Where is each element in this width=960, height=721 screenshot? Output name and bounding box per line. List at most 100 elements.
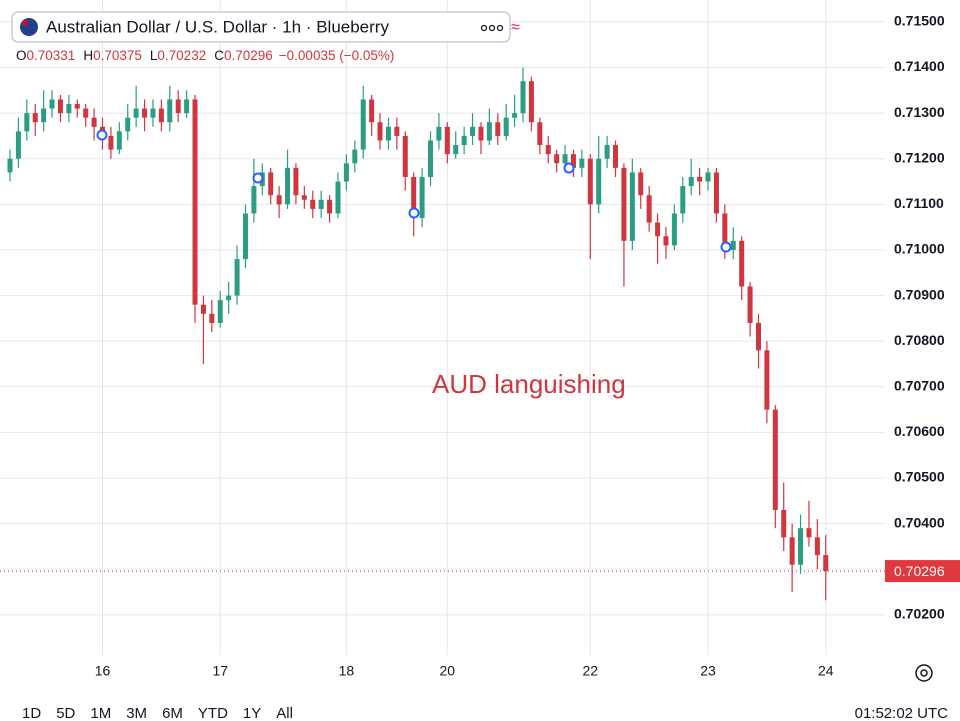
candle-body: [49, 99, 55, 109]
range-button[interactable]: 3M: [126, 705, 147, 721]
candle-body: [663, 236, 669, 246]
candle-body: [419, 176, 425, 219]
compare-icon[interactable]: ≈: [511, 19, 520, 36]
candle-body: [200, 304, 206, 314]
candle-body: [15, 131, 21, 159]
candle-body: [688, 176, 694, 187]
event-marker[interactable]: [252, 172, 264, 184]
candle-body: [318, 199, 324, 209]
candle-body: [823, 555, 829, 572]
candle-body: [655, 222, 661, 237]
event-marker[interactable]: [563, 162, 575, 174]
candle-body: [385, 126, 391, 141]
candle-body: [478, 126, 484, 141]
ohlc-label: O: [16, 48, 27, 63]
candle-body: [814, 537, 820, 556]
range-button[interactable]: 5D: [56, 705, 75, 721]
candle-body: [671, 213, 677, 246]
ohlc-change: −0.00035 (−0.05%): [279, 48, 395, 63]
ohlc-legend: O0.70331 H0.70375 L0.70232 C0.70296 −0.00035…: [16, 48, 394, 63]
candle-body: [604, 145, 610, 159]
candle-body: [285, 167, 291, 205]
candle-body: [24, 113, 30, 132]
candle-body: [772, 409, 778, 510]
candle-body: [755, 322, 761, 351]
candle-body: [352, 149, 358, 164]
candle-body: [730, 240, 736, 250]
candle-body: [184, 99, 190, 114]
candle-body: [470, 126, 476, 136]
candle-body: [638, 172, 644, 196]
ohlc-label: H: [83, 48, 93, 63]
candle-body: [453, 145, 459, 155]
range-button[interactable]: YTD: [198, 705, 228, 721]
x-tick-label: 23: [700, 663, 716, 679]
candle-body: [486, 122, 492, 141]
symbol-box[interactable]: [11, 11, 511, 43]
candle-body: [629, 172, 635, 241]
candle-body: [621, 167, 627, 241]
candle-body: [394, 126, 400, 136]
candle-body: [116, 131, 122, 150]
ohlc-value: 0.70232: [157, 48, 206, 63]
candle-body: [436, 126, 442, 141]
candle-body: [562, 154, 568, 164]
candle-body: [739, 240, 745, 287]
y-tick-label: 0.70900: [894, 286, 945, 302]
y-tick-label: 0.71300: [894, 104, 945, 120]
candle-body: [133, 108, 139, 118]
candle-body: [108, 135, 114, 150]
y-tick-label: 0.70400: [894, 514, 945, 530]
ohlc-value: 0.70331: [27, 48, 76, 63]
candle-body: [310, 199, 316, 209]
candle-body: [722, 213, 728, 250]
ohlc-value: 0.70296: [224, 48, 273, 63]
candle-body: [335, 181, 341, 214]
settings-icon[interactable]: [915, 664, 933, 682]
event-marker[interactable]: [720, 241, 732, 253]
candle-body: [57, 99, 63, 114]
candle-body: [377, 122, 383, 141]
candle-body: [66, 103, 72, 114]
candle-body: [680, 186, 686, 214]
ohlc-label: L: [150, 48, 158, 63]
range-button[interactable]: 6M: [162, 705, 183, 721]
candle-body: [520, 81, 526, 114]
candle-body: [503, 117, 509, 136]
y-tick-label: 0.70700: [894, 377, 945, 393]
flag-icon: [20, 18, 38, 36]
event-marker[interactable]: [408, 207, 420, 219]
candle-body: [713, 172, 719, 214]
candle-body: [91, 117, 97, 127]
candle-body: [512, 113, 518, 118]
candle-body: [705, 172, 711, 182]
y-tick-label: 0.70500: [894, 469, 945, 485]
x-tick-label: 20: [440, 663, 456, 679]
range-button[interactable]: 1Y: [243, 705, 261, 721]
range-button[interactable]: 1M: [90, 705, 111, 721]
candle-body: [276, 195, 282, 205]
event-marker[interactable]: [96, 129, 108, 141]
candle-body: [41, 108, 47, 123]
grid: [0, 0, 885, 655]
candle-body: [428, 140, 433, 177]
candle-body: [175, 99, 181, 114]
y-tick-label: 0.71000: [894, 241, 945, 257]
range-button[interactable]: All: [276, 705, 293, 721]
candle-body: [402, 135, 408, 177]
x-tick-label: 24: [818, 663, 834, 679]
candle-body: [747, 286, 753, 323]
price-label: 0.70296: [894, 563, 945, 579]
candle-body: [806, 528, 812, 538]
candle-body: [411, 176, 417, 219]
more-icon[interactable]: [480, 24, 504, 32]
candle-body: [554, 154, 560, 164]
candle-body: [798, 528, 804, 565]
candle-body: [587, 158, 593, 205]
candle-body: [646, 195, 652, 223]
candle-body: [545, 145, 551, 155]
candle-body: [32, 113, 38, 123]
candle-body: [537, 122, 543, 146]
range-button[interactable]: 1D: [22, 705, 41, 721]
